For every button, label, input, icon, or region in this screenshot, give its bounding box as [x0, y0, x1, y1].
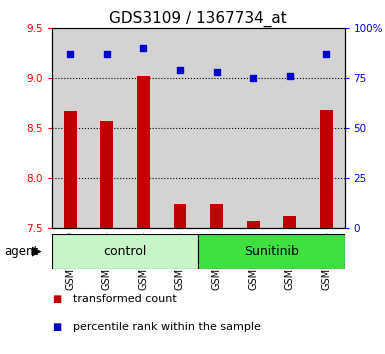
Bar [235, 28, 271, 228]
Text: percentile rank within the sample: percentile rank within the sample [73, 322, 261, 332]
Point [177, 68, 183, 73]
Point [250, 75, 256, 81]
Point [286, 74, 293, 79]
Text: transformed count: transformed count [73, 294, 177, 304]
Bar [198, 234, 345, 269]
Bar [100, 121, 113, 228]
Bar [162, 28, 198, 228]
Bar [210, 204, 223, 228]
Text: ■: ■ [52, 294, 61, 304]
Bar [137, 76, 150, 228]
Bar [308, 28, 345, 228]
Bar [198, 28, 235, 228]
Point [213, 69, 219, 75]
Title: GDS3109 / 1367734_at: GDS3109 / 1367734_at [109, 11, 287, 27]
Bar [89, 28, 125, 228]
Text: control: control [104, 245, 147, 258]
Bar [174, 204, 186, 228]
Bar [64, 111, 77, 228]
Point [67, 51, 73, 57]
Text: Sunitinib: Sunitinib [244, 245, 299, 258]
Bar [52, 234, 198, 269]
Bar [125, 28, 162, 228]
Text: agent: agent [4, 245, 38, 258]
Bar [271, 28, 308, 228]
Text: ■: ■ [52, 322, 61, 332]
Point [104, 51, 110, 57]
Bar [247, 221, 259, 228]
Bar [320, 110, 333, 228]
Bar [52, 28, 89, 228]
Point [140, 46, 146, 51]
Point [323, 51, 329, 57]
Bar [283, 216, 296, 228]
Text: ▶: ▶ [32, 245, 41, 258]
